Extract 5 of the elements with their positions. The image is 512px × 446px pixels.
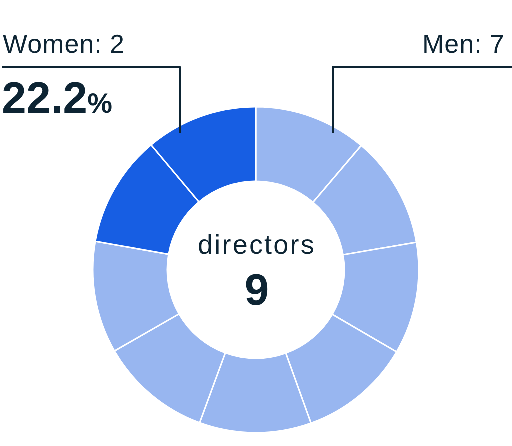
text: directors xyxy=(198,230,316,260)
text: Men: 7 xyxy=(422,29,505,59)
text: 9 xyxy=(244,266,270,315)
text: 22.2% xyxy=(2,74,113,123)
text: Women: 2 xyxy=(3,29,126,59)
